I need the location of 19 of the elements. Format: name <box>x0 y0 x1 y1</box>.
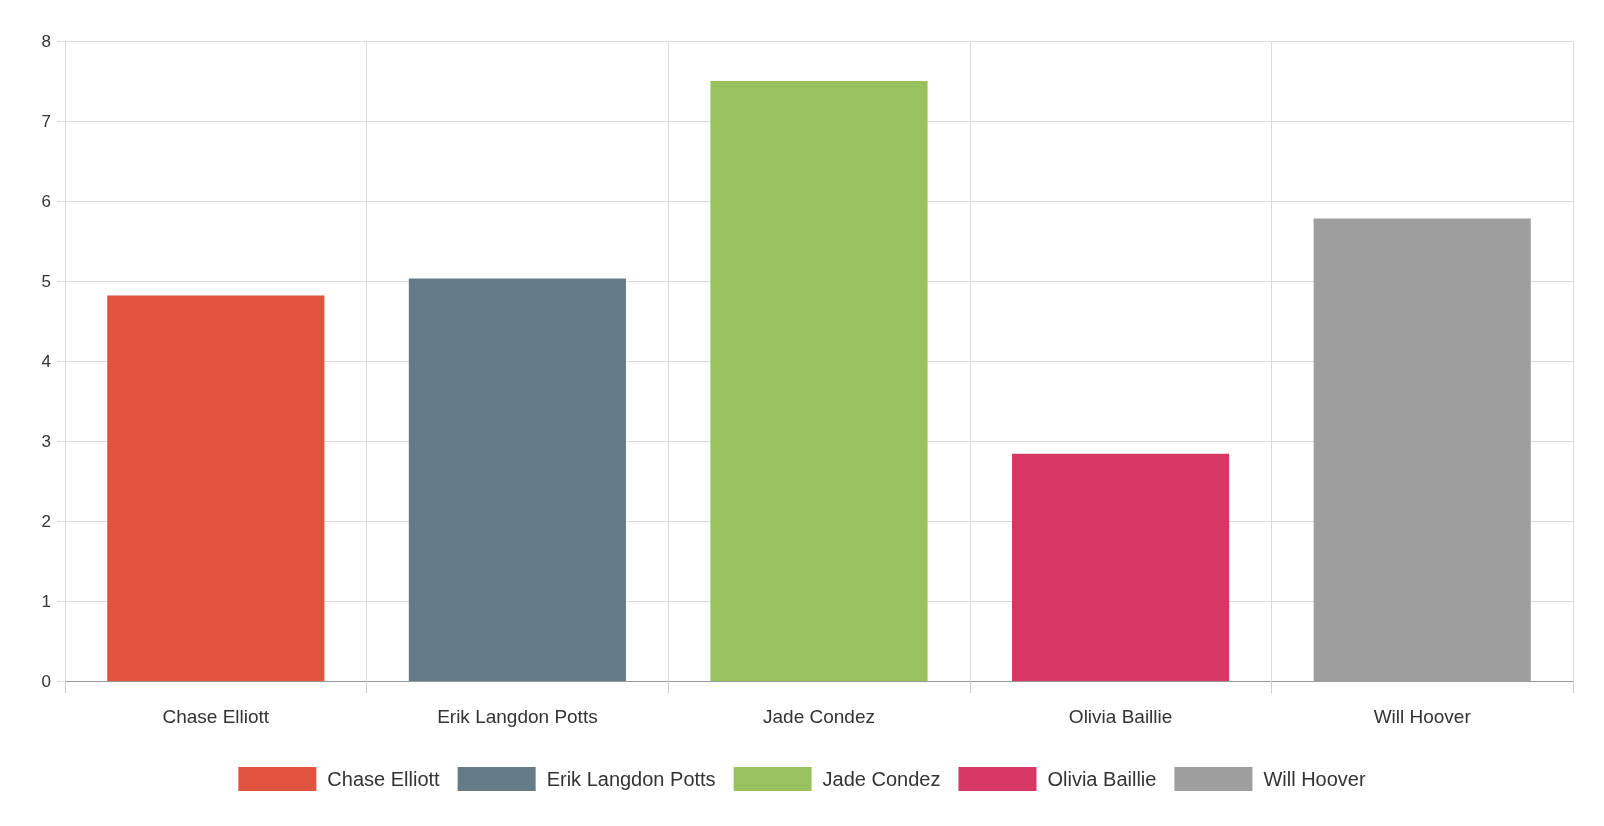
legend-label: Erik Langdon Potts <box>546 768 716 790</box>
y-tick-label: 8 <box>41 31 51 51</box>
legend-label: Olivia Baillie <box>1047 768 1157 790</box>
y-tick-label: 2 <box>41 511 51 531</box>
y-tick-label: 4 <box>41 351 51 371</box>
y-tick-label: 1 <box>41 591 51 611</box>
x-tick-label: Chase Elliott <box>162 706 270 727</box>
legend-label: Chase Elliott <box>327 768 441 790</box>
y-tick-label: 3 <box>41 431 51 451</box>
legend-label: Jade Condez <box>822 768 941 790</box>
x-tick-label: Will Hoover <box>1373 706 1472 727</box>
y-tick-label: 5 <box>41 271 51 291</box>
x-tick-label: Jade Condez <box>763 706 875 727</box>
y-tick-label: 7 <box>41 111 51 131</box>
x-tick-label: Erik Langdon Potts <box>437 706 598 727</box>
legend-label: Will Hoover <box>1263 768 1366 790</box>
y-tick-label: 6 <box>41 191 51 211</box>
x-tick-label: Olivia Baillie <box>1068 706 1173 727</box>
y-tick-label: 0 <box>41 671 51 691</box>
